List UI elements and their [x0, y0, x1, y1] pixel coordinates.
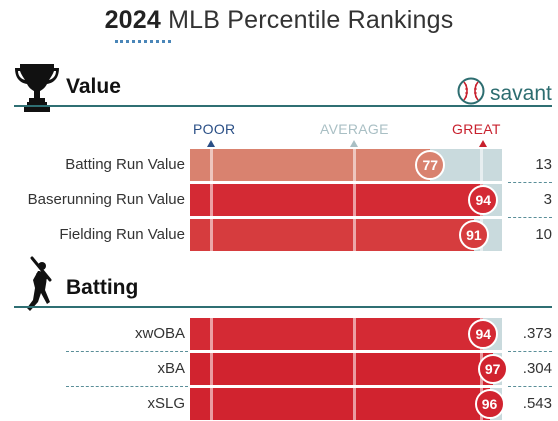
section-rule-batting [14, 306, 552, 308]
row-stat-value: .373 [522, 325, 552, 342]
savant-label: savant [490, 81, 552, 105]
title-text: MLB Percentile Rankings [160, 6, 454, 34]
row-label: Fielding Run Value [59, 226, 185, 243]
great-gridline [480, 149, 483, 181]
row-label: xBA [157, 360, 185, 377]
percentile-bubble[interactable]: 77 [415, 150, 446, 180]
percentile-track: 97 [190, 353, 508, 385]
percentile-bubble[interactable]: 97 [477, 354, 508, 384]
percentile-bubble[interactable]: 94 [468, 185, 499, 215]
row-stat-value: .543 [522, 395, 552, 412]
average-gridline [353, 353, 356, 385]
percentile-track: 91 [190, 219, 502, 251]
row-stat-value: 10 [535, 226, 552, 243]
section-title-value: Value [66, 75, 121, 98]
batter-silhouette-icon [16, 256, 60, 317]
percentile-track: 94 [190, 184, 502, 216]
poor-gridline [210, 184, 213, 216]
row-label: xSLG [147, 395, 185, 412]
row-divider [508, 386, 552, 387]
percentile-bubble[interactable]: 96 [474, 389, 505, 419]
great-marker-icon [479, 140, 487, 147]
average-marker-icon [350, 140, 358, 147]
row-label: Baserunning Run Value [27, 191, 185, 208]
title-year: 2024 [104, 6, 161, 34]
savant-brand[interactable]: savant [456, 76, 552, 111]
poor-gridline [210, 149, 213, 181]
percentile-track: 77 [190, 149, 502, 181]
row-stat-value: .304 [522, 360, 552, 377]
percentile-bar-fill [190, 184, 484, 216]
row-stat-value: 13 [535, 156, 552, 173]
row-divider [508, 351, 552, 352]
average-gridline [353, 318, 356, 350]
scale-poor-label: POOR [193, 121, 236, 137]
poor-gridline [210, 318, 213, 350]
percentile-bar-fill [190, 318, 484, 350]
section-rule-value [14, 105, 552, 107]
title-underline [115, 40, 171, 43]
poor-gridline [210, 219, 213, 251]
poor-gridline [210, 388, 213, 420]
percentile-track: 94 [190, 318, 502, 350]
average-gridline [353, 388, 356, 420]
percentile-bubble[interactable]: 94 [468, 319, 499, 349]
scale-great-label: GREAT [452, 121, 501, 137]
row-divider [508, 217, 552, 218]
percentile-bar-fill [190, 219, 474, 251]
percentile-bar-fill [190, 388, 490, 420]
row-label: Batting Run Value [65, 156, 185, 173]
row-divider [66, 351, 188, 352]
row-divider [66, 386, 188, 387]
percentile-track: 96 [190, 388, 505, 420]
poor-gridline [210, 353, 213, 385]
row-label: xwOBA [134, 325, 185, 342]
section-title-batting: Batting [66, 276, 139, 299]
trophy-icon [14, 58, 60, 119]
row-divider [508, 182, 552, 183]
scale-average-label: AVERAGE [320, 121, 389, 137]
percentile-bubble[interactable]: 91 [458, 220, 489, 250]
average-gridline [353, 219, 356, 251]
average-gridline [353, 184, 356, 216]
poor-marker-icon [207, 140, 215, 147]
page-title: 2024 MLB Percentile Rankings [0, 6, 558, 35]
baseball-icon [456, 76, 486, 111]
average-gridline [353, 149, 356, 181]
percentile-bar-fill [190, 353, 493, 385]
percentile-bar-fill [190, 149, 431, 181]
row-stat-value: 3 [543, 191, 552, 208]
